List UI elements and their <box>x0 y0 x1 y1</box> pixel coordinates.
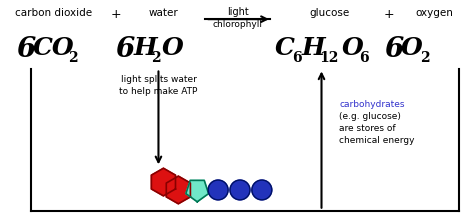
Text: 12: 12 <box>319 51 339 65</box>
Text: C: C <box>275 36 295 60</box>
Text: 2: 2 <box>68 51 78 65</box>
Circle shape <box>230 180 250 200</box>
Polygon shape <box>151 168 175 196</box>
Text: 2: 2 <box>420 51 429 65</box>
Text: water: water <box>148 8 178 18</box>
Text: H: H <box>134 36 157 60</box>
Text: glucose: glucose <box>310 8 350 18</box>
Text: chlorophyll: chlorophyll <box>213 20 263 29</box>
Text: 2: 2 <box>152 51 161 65</box>
Text: are stores of: are stores of <box>339 124 396 133</box>
Text: carbohydrates: carbohydrates <box>339 100 405 109</box>
Polygon shape <box>186 180 209 202</box>
Text: +: + <box>384 8 394 21</box>
Text: 6: 6 <box>16 36 36 63</box>
Polygon shape <box>166 176 191 204</box>
Circle shape <box>252 180 272 200</box>
Text: 6: 6 <box>359 51 369 65</box>
Text: oxygen: oxygen <box>415 8 453 18</box>
Text: (e.g. glucose): (e.g. glucose) <box>339 112 401 121</box>
Text: chemical energy: chemical energy <box>339 136 415 145</box>
Text: carbon dioxide: carbon dioxide <box>15 8 91 18</box>
Text: 6: 6 <box>384 36 403 63</box>
Text: 6: 6 <box>116 36 135 63</box>
Text: 6: 6 <box>292 51 301 65</box>
Text: O: O <box>341 36 363 60</box>
Text: CO: CO <box>33 36 75 60</box>
Circle shape <box>208 180 228 200</box>
Text: +: + <box>110 8 121 21</box>
Text: light: light <box>227 7 249 17</box>
Text: O: O <box>162 36 183 60</box>
Text: light splits water: light splits water <box>120 75 196 84</box>
Text: H: H <box>301 36 325 60</box>
Text: to help make ATP: to help make ATP <box>119 87 198 96</box>
Text: O: O <box>401 36 423 60</box>
